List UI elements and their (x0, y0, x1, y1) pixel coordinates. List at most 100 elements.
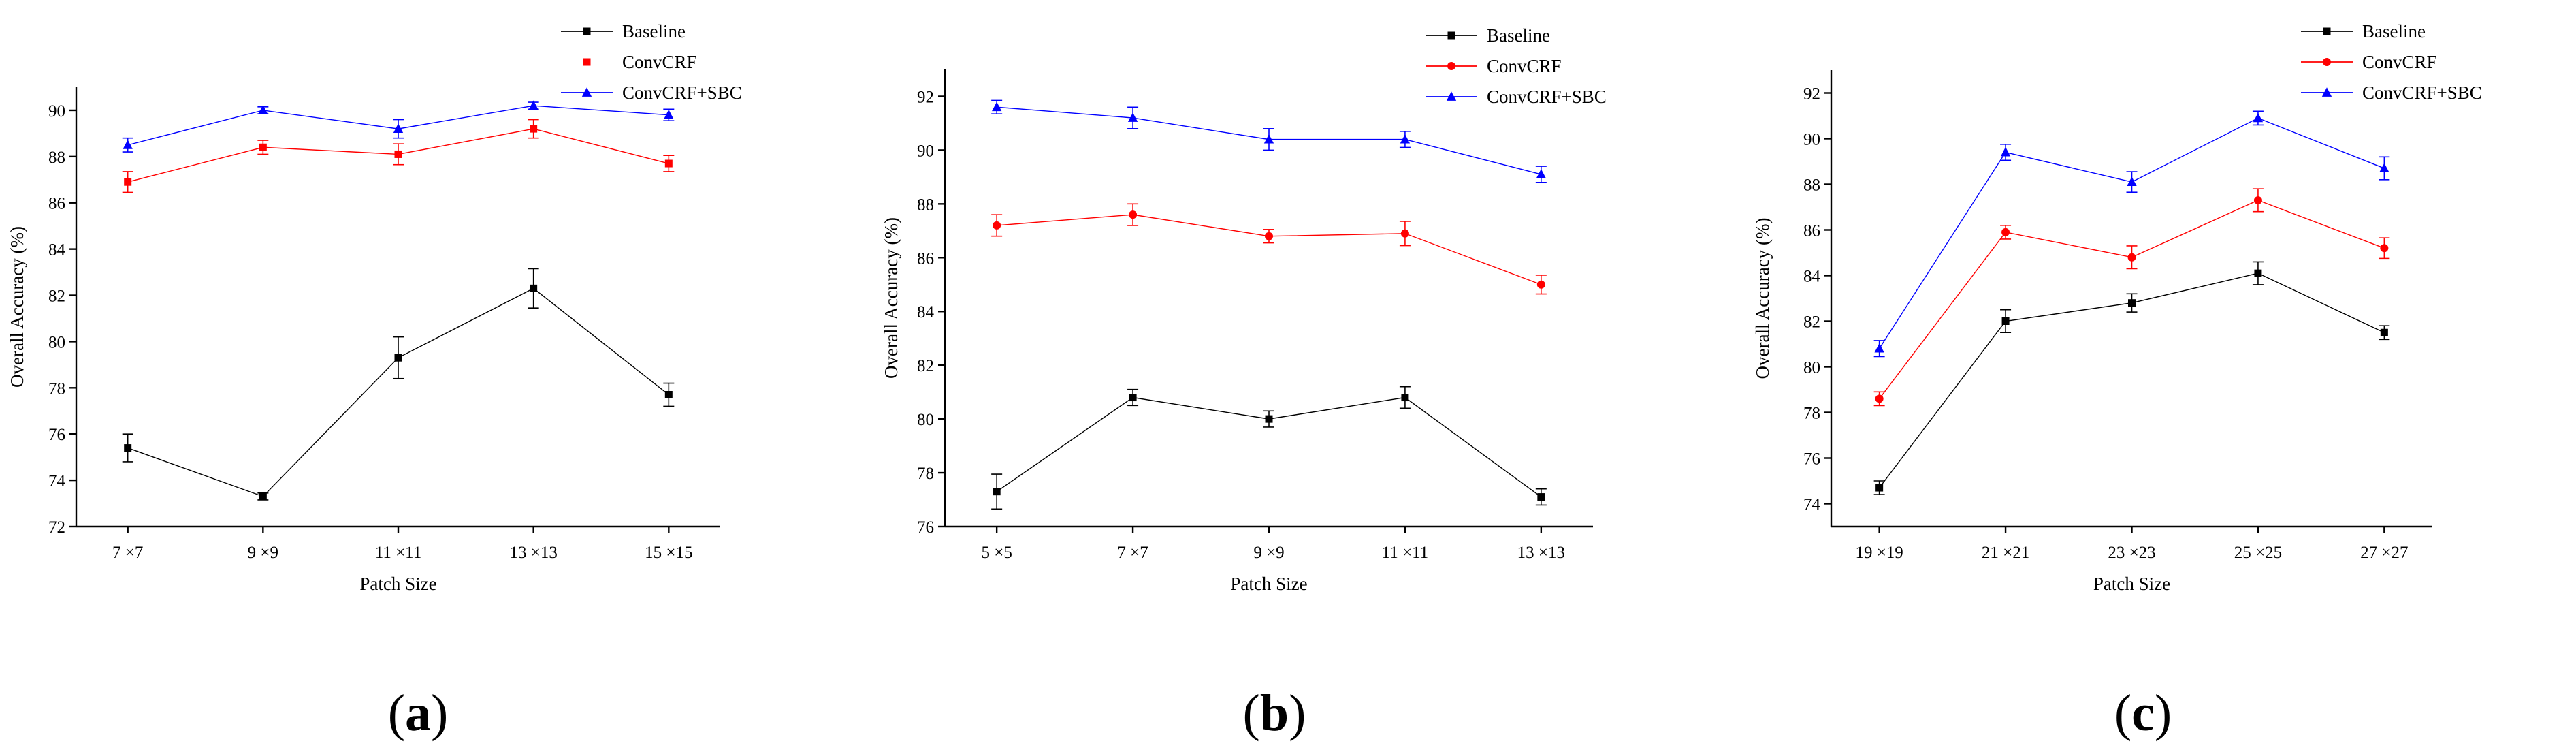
data-point (1127, 112, 1138, 122)
y-tick-label: 92 (1803, 85, 1820, 104)
x-tick-label: 7 ×7 (112, 544, 143, 562)
data-point (1400, 134, 1411, 144)
data-point (2127, 176, 2137, 186)
legend-entry: ConvCRF (1426, 56, 1562, 76)
chart-b: 76 78 80 82 84 86 88 90 92 5 ×5 7 ×7 9 ×9 11 ×11 13 ×… (881, 25, 1607, 742)
data-point (2001, 228, 2010, 236)
series-baseline (991, 386, 1547, 510)
data-point (2380, 244, 2389, 253)
y-axis-title: Overall Accuracy (%) (1752, 218, 1773, 379)
y-tick-label: 84 (1803, 268, 1821, 286)
legend-entry: ConvCRF (2301, 52, 2437, 72)
x-tick-label: 13 ×13 (509, 544, 557, 562)
data-point (993, 488, 1001, 496)
data-point (1265, 232, 1273, 240)
data-point (664, 391, 673, 398)
data-point (664, 159, 673, 168)
data-point (2128, 299, 2136, 307)
x-tick-label: 11 ×11 (375, 544, 422, 562)
x-tick-label: 11 ×11 (1382, 544, 1429, 562)
y-tick-label: 90 (917, 142, 934, 160)
y-tick-label: 88 (1803, 176, 1820, 195)
x-axis-title: Patch Size (1230, 574, 1307, 594)
legend-entry: Baseline (2301, 21, 2426, 42)
data-point (2127, 253, 2136, 262)
series-convcrf (991, 203, 1547, 295)
x-tick-label: 23 ×23 (2108, 544, 2155, 562)
x-tick-label: 5 ×5 (981, 544, 1012, 562)
y-tick-label: 80 (917, 411, 934, 429)
legend-marker (2323, 27, 2331, 35)
panel-label-letter: c (2131, 685, 2155, 742)
data-point (1536, 280, 1545, 289)
y-tick-label: 88 (917, 195, 934, 214)
y-tick-label: 76 (917, 518, 934, 537)
data-point (394, 354, 402, 362)
legend-marker (2323, 58, 2331, 66)
y-tick-label: 72 (48, 518, 65, 537)
data-point (1875, 484, 1884, 492)
x-tick-label: 27 ×27 (2360, 544, 2408, 562)
legend-label: Baseline (622, 21, 686, 42)
panel-label: (b) (1243, 685, 1306, 742)
legend-entry: ConvCRF+SBC (561, 82, 742, 103)
y-tick-label: 76 (48, 426, 65, 444)
y-tick-label: 80 (1803, 359, 1820, 377)
legend-entry: Baseline (561, 21, 686, 42)
data-point (664, 109, 674, 119)
x-tick-label: 9 ×9 (248, 544, 278, 562)
data-point (1400, 229, 1409, 238)
y-tick-label: 78 (1803, 405, 1820, 423)
panel-label: (a) (388, 685, 449, 742)
y-tick-label: 84 (48, 241, 66, 260)
x-tick-label: 21 ×21 (1982, 544, 2029, 562)
legend-marker (583, 27, 591, 35)
x-tick-label: 9 ×9 (1253, 544, 1284, 562)
data-point (124, 178, 132, 186)
data-point (124, 444, 132, 452)
y-tick-label: 86 (1803, 222, 1820, 240)
legend-marker (2321, 87, 2332, 97)
panel-label-letter: a (405, 685, 431, 742)
legend-marker (1447, 31, 1455, 40)
legend-label: Baseline (2362, 21, 2426, 42)
data-point (530, 125, 538, 133)
y-tick-label: 84 (917, 303, 935, 322)
panel-label: (c) (2114, 685, 2172, 742)
data-point (2001, 317, 2010, 325)
legend-entry: ConvCRF+SBC (1426, 87, 1607, 107)
panel-label-paren: ) (2155, 685, 2172, 742)
panel-label-paren: ( (1243, 685, 1260, 742)
data-point (258, 105, 268, 114)
legend-entry: ConvCRF (583, 52, 697, 72)
data-point (2379, 163, 2389, 172)
legend-marker (583, 58, 591, 66)
y-tick-label: 82 (48, 287, 65, 306)
x-tick-label: 7 ×7 (1117, 544, 1148, 562)
data-point (1537, 493, 1545, 501)
x-tick-label: 13 ×13 (1517, 544, 1565, 562)
panel-label-paren: ( (2114, 685, 2131, 742)
y-tick-label: 82 (917, 357, 934, 375)
data-point (259, 492, 267, 501)
panel-label-letter: b (1260, 685, 1289, 742)
data-point (992, 101, 1002, 112)
legend-label: ConvCRF+SBC (622, 82, 742, 103)
y-tick-label: 74 (48, 472, 66, 490)
y-tick-label: 80 (48, 333, 65, 351)
series-convcrf-sbc (1873, 110, 2390, 358)
legend-label: ConvCRF+SBC (1487, 87, 1607, 107)
y-axis-title: Overall Accuracy (%) (7, 226, 27, 388)
data-point (2380, 328, 2388, 336)
series-convcrf-sbc (991, 99, 1547, 183)
x-tick-label: 15 ×15 (645, 544, 692, 562)
data-point (1129, 394, 1137, 402)
data-point (530, 284, 538, 292)
series-baseline (122, 268, 675, 501)
y-tick-label: 88 (48, 148, 65, 167)
data-point (1874, 343, 1884, 353)
legend-entry: Baseline (1426, 25, 1550, 46)
data-point (1401, 394, 1409, 402)
data-point (393, 123, 404, 133)
y-tick-label: 92 (917, 88, 934, 106)
